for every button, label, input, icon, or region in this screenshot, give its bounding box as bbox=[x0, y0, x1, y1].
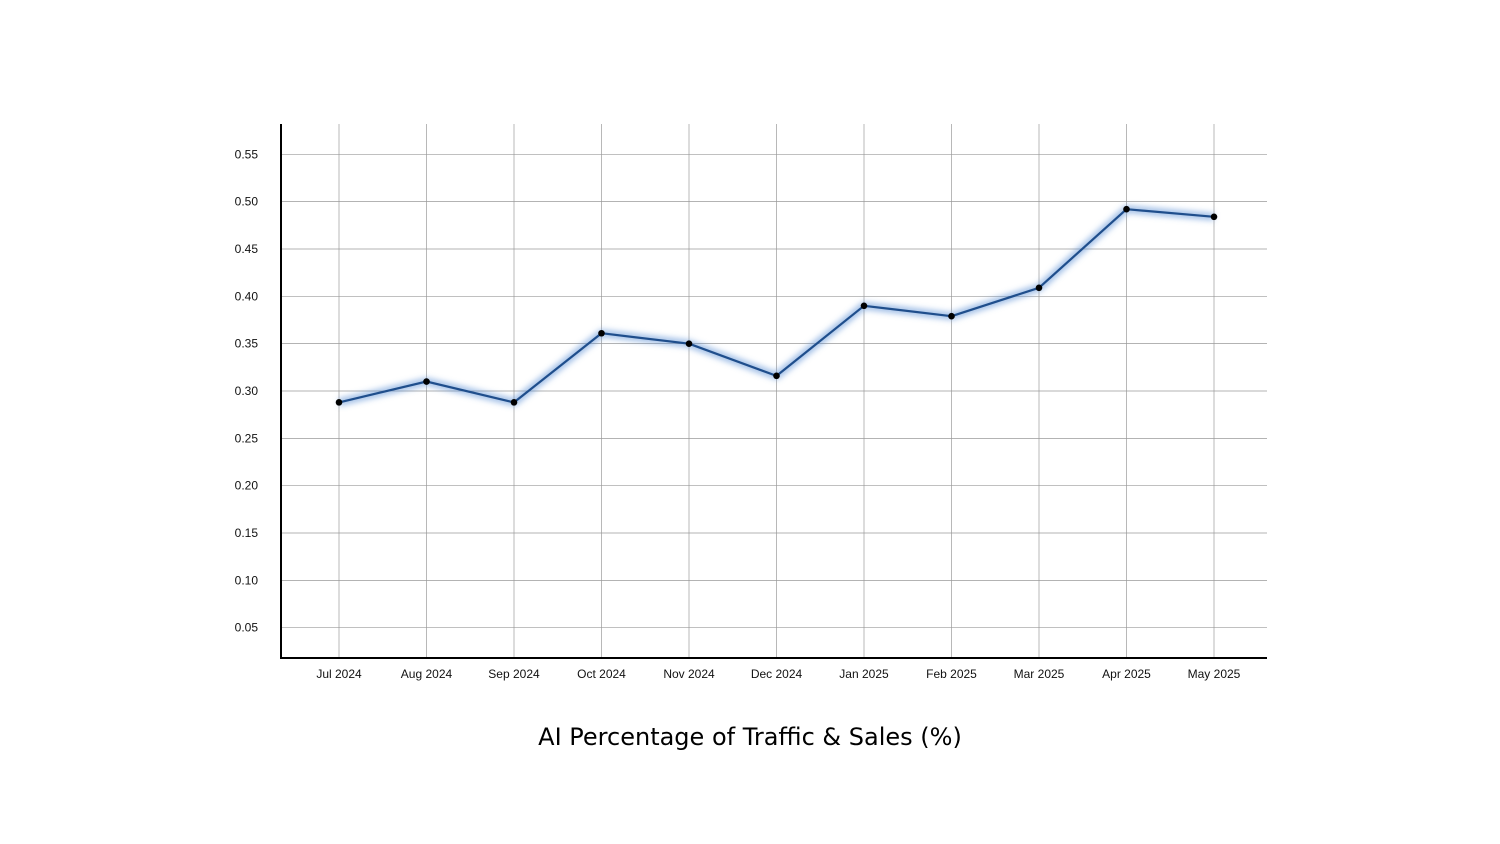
data-point bbox=[860, 302, 868, 310]
data-point bbox=[1123, 205, 1130, 213]
data-point bbox=[685, 340, 693, 347]
x-tick-label: Sep 2024 bbox=[488, 667, 540, 681]
x-tick-label: Jan 2025 bbox=[839, 667, 889, 681]
y-tick-label: 0.30 bbox=[235, 384, 259, 398]
data-point bbox=[1035, 284, 1043, 292]
x-tick-label: Oct 2024 bbox=[577, 667, 626, 681]
y-tick-label: 0.25 bbox=[235, 431, 259, 445]
y-tick-labels: 0.05 0.10 0.15 0.20 0.25 0.30 0.35 0.40 0.45 0.50… bbox=[235, 147, 259, 634]
y-tick-label: 0.50 bbox=[235, 195, 259, 209]
y-tick-label: 0.40 bbox=[235, 289, 259, 303]
x-tick-label: Nov 2024 bbox=[663, 667, 715, 681]
x-tick-label: Mar 2025 bbox=[1014, 667, 1065, 681]
y-tick-label: 0.45 bbox=[235, 242, 259, 256]
data-point bbox=[773, 372, 780, 380]
x-tick-label: Feb 2025 bbox=[926, 667, 977, 681]
data-point bbox=[1210, 213, 1218, 221]
y-tick-label: 0.10 bbox=[235, 573, 259, 587]
data-point bbox=[423, 378, 430, 385]
x-tick-label: Apr 2025 bbox=[1102, 667, 1151, 681]
y-tick-label: 0.35 bbox=[235, 337, 259, 351]
data-point bbox=[335, 399, 343, 406]
x-tick-label: Jul 2024 bbox=[316, 667, 362, 681]
grid-lines bbox=[281, 124, 1267, 658]
y-tick-label: 0.20 bbox=[235, 479, 259, 493]
x-tick-label: Aug 2024 bbox=[401, 667, 453, 681]
series bbox=[335, 205, 1218, 407]
y-tick-label: 0.05 bbox=[235, 621, 259, 635]
data-point bbox=[510, 399, 518, 406]
data-point bbox=[948, 312, 955, 320]
x-tick-label: May 2025 bbox=[1188, 667, 1241, 681]
y-tick-label: 0.15 bbox=[235, 526, 259, 540]
x-tick-label: Dec 2024 bbox=[751, 667, 803, 681]
x-tick-labels: Jul 2024 Aug 2024 Sep 2024 Oct 2024 Nov 2024… bbox=[316, 667, 1240, 681]
axes bbox=[280, 124, 1267, 659]
chart-title: AI Percentage of Traffic & Sales (%) bbox=[538, 723, 962, 751]
y-tick-label: 0.55 bbox=[235, 147, 259, 161]
data-point bbox=[598, 329, 605, 337]
